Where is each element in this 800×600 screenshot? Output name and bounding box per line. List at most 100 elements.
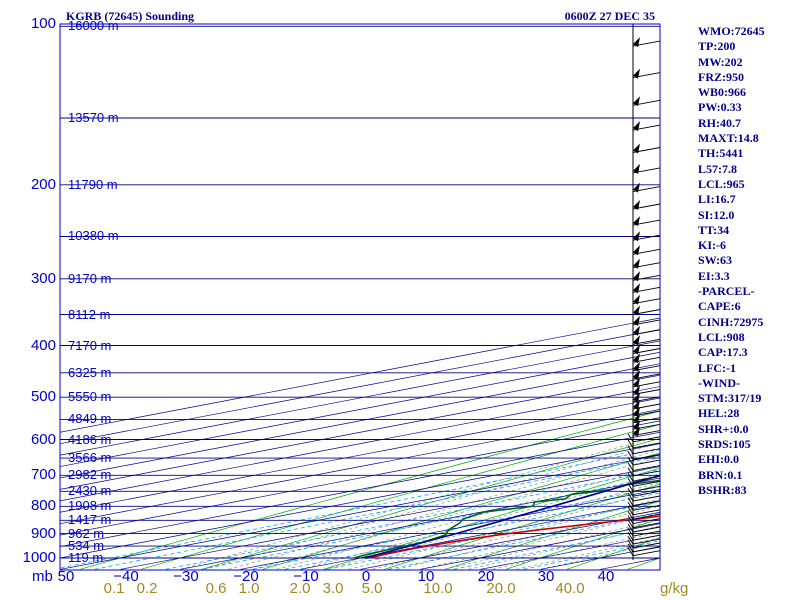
pressure-unit-label: mb (32, 568, 53, 585)
dry-adiabat (201, 437, 660, 570)
index-value: TH:5441 (698, 146, 744, 161)
wind-barb (632, 407, 661, 417)
indices-panel: WMO:72645 TP:200 MW:202 FRZ:950 WB0:966 PW:0.… (698, 24, 798, 498)
wind-barb-flag (633, 37, 640, 48)
wind-barb-flag (633, 283, 640, 294)
mixing-ratio-tick-label: 20.0 (486, 580, 516, 597)
wind-barb-flag (633, 400, 640, 410)
wind-barb-feather (627, 527, 634, 537)
pressure-tick-label: 500 (30, 388, 56, 406)
wind-barb-feather (627, 487, 634, 497)
dry-adiabat (384, 483, 660, 570)
pressure-tick-label: 800 (30, 497, 56, 515)
mixing-ratio-line (165, 469, 660, 570)
wind-barb (632, 231, 661, 242)
wind-barb-feather (627, 539, 634, 549)
mixing-ratio-tick-label: 2.0 (289, 580, 311, 597)
wind-barb-flag (633, 305, 640, 316)
wind-barb (627, 506, 661, 516)
wind-barb (632, 294, 661, 305)
index-value: EI:3.3 (698, 268, 730, 283)
wind-barb (627, 519, 661, 529)
wind-barb (632, 400, 661, 410)
isotherm (60, 420, 660, 536)
temperature-tick-label: 20 (477, 568, 495, 585)
wind-barb-shaft (632, 504, 661, 511)
pressure-tick-label: 200 (30, 175, 56, 193)
wind-barb (627, 543, 661, 553)
height-label: 2430 m (68, 483, 112, 499)
wind-barb-column (627, 24, 661, 560)
grid-layer (60, 317, 660, 570)
wind-barb-flag (633, 182, 640, 193)
temperature-tick-label: 10 (417, 568, 435, 585)
moist-adiabat (348, 490, 660, 570)
wind-barb (632, 216, 661, 227)
wind-barb-shaft (632, 465, 661, 472)
wind-barb-flag (633, 385, 640, 396)
wind-barb (627, 467, 661, 477)
mixing-ratio-line (60, 447, 660, 569)
wind-barb-shaft (632, 490, 661, 497)
wind-barb (627, 451, 661, 460)
isotherm (60, 374, 660, 490)
index-value: WMO:72645 (698, 24, 765, 38)
wind-barb-shaft (632, 454, 661, 460)
pressure-tick-label: 400 (30, 336, 56, 354)
height-label: 1908 m (68, 498, 112, 514)
wind-barb (632, 413, 661, 424)
wind-barb-flag (633, 245, 640, 256)
wind-barb-feather (627, 515, 634, 524)
index-value: MW:202 (698, 54, 743, 69)
height-label: 16000 m (68, 18, 119, 34)
wind-barb-flag (633, 392, 640, 403)
index-value: LCL:965 (698, 176, 745, 191)
moist-adiabat (252, 456, 660, 570)
wind-barb-flag (633, 294, 640, 305)
wind-barb-shaft (632, 546, 661, 553)
height-label: 5550 m (68, 389, 112, 405)
isotherm (60, 443, 660, 559)
wind-barb (627, 433, 661, 443)
wind-barb-flag (633, 420, 640, 431)
wind-barb-shaft (632, 530, 661, 537)
wind-barb-flag (633, 335, 640, 346)
wind-barb-feather (627, 492, 634, 502)
wind-barb-feather (627, 531, 634, 541)
mixing-ratio-unit: g/kg (660, 580, 689, 597)
wind-barb-shaft (632, 509, 661, 516)
wind-barb (632, 361, 661, 372)
pressure-tick-label: 600 (30, 430, 56, 448)
wind-barb-flag (633, 361, 640, 372)
wind-barb-feather (627, 433, 634, 443)
wind-barb (627, 547, 661, 557)
temperature-tick-label: 30 (537, 568, 555, 585)
wind-barb (632, 377, 661, 388)
wind-barb-flag (633, 377, 640, 388)
isotherm (180, 477, 660, 570)
wind-barb (632, 163, 661, 174)
wind-barb-feather (627, 451, 634, 460)
temperature-profile (368, 515, 660, 559)
wind-barb-flag (633, 271, 640, 282)
wind-barb-shaft (632, 550, 661, 557)
temperature-tick-label: −20 (233, 568, 259, 585)
mixing-ratio-tick-label: 5.0 (361, 580, 383, 597)
wind-barb-feather (627, 502, 634, 511)
index-value: EHI:0.0 (698, 452, 740, 467)
wind-barb-feather (627, 535, 634, 545)
index-value: BSHR:83 (698, 482, 747, 497)
wind-barb-feather (627, 445, 634, 455)
height-label: 6325 m (68, 364, 112, 380)
wind-barb (632, 68, 661, 79)
wind-barb-shaft (632, 448, 661, 455)
wind-barb-flag (633, 369, 640, 380)
height-label: 13570 m (68, 110, 119, 126)
height-label: 119 m (68, 550, 104, 565)
height-label: 3566 m (68, 450, 112, 466)
mixing-ratio-tick-label: 0.1 (103, 580, 125, 597)
wind-barb-shaft (632, 526, 661, 533)
wind-barb (632, 369, 661, 380)
isotherm (60, 317, 660, 433)
